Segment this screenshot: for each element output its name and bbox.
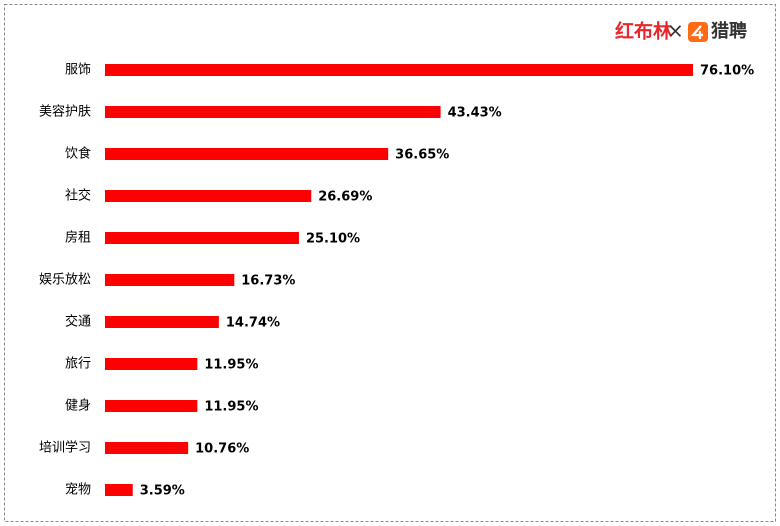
- value-label: 10.76%: [195, 442, 249, 457]
- bar: [105, 400, 198, 412]
- value-label: 36.65%: [395, 148, 449, 163]
- value-label: 76.10%: [700, 64, 754, 79]
- logo-right: 猎聘: [711, 20, 747, 42]
- category-label: 宠物: [65, 482, 91, 498]
- category-label: 饮食: [65, 146, 91, 162]
- bar: [105, 358, 198, 370]
- bar: [105, 316, 219, 328]
- bar: [105, 232, 299, 244]
- category-label: 培训学习: [39, 440, 91, 456]
- category-label: 美容护肤: [39, 104, 91, 120]
- frame: [4, 4, 776, 522]
- category-label: 健身: [65, 398, 91, 414]
- bar: [105, 442, 189, 454]
- bar: [105, 274, 235, 286]
- value-label: 26.69%: [318, 190, 372, 205]
- category-label: 娱乐放松: [39, 273, 91, 288]
- category-label: 旅行: [65, 357, 91, 372]
- category-label: 社交: [65, 188, 91, 204]
- category-label: 房租: [65, 230, 91, 246]
- bar: [105, 106, 441, 118]
- bar: [105, 64, 693, 76]
- bar: [105, 484, 133, 496]
- category-label: 交通: [65, 314, 91, 330]
- logo-icon-glyph: [690, 25, 703, 39]
- value-label: 3.59%: [140, 484, 185, 499]
- value-label: 25.10%: [306, 232, 360, 247]
- bar: [105, 190, 312, 202]
- value-label: 16.73%: [241, 274, 295, 289]
- bar: [105, 148, 389, 160]
- value-label: 11.95%: [204, 358, 258, 373]
- category-label: 服饰: [65, 63, 91, 78]
- value-label: 11.95%: [204, 400, 258, 415]
- value-label: 14.74%: [226, 316, 280, 331]
- value-label: 43.43%: [448, 106, 502, 121]
- logo-separator: ×: [667, 19, 684, 43]
- logo-icon: [688, 22, 708, 42]
- logo-left: 红布林: [615, 20, 672, 43]
